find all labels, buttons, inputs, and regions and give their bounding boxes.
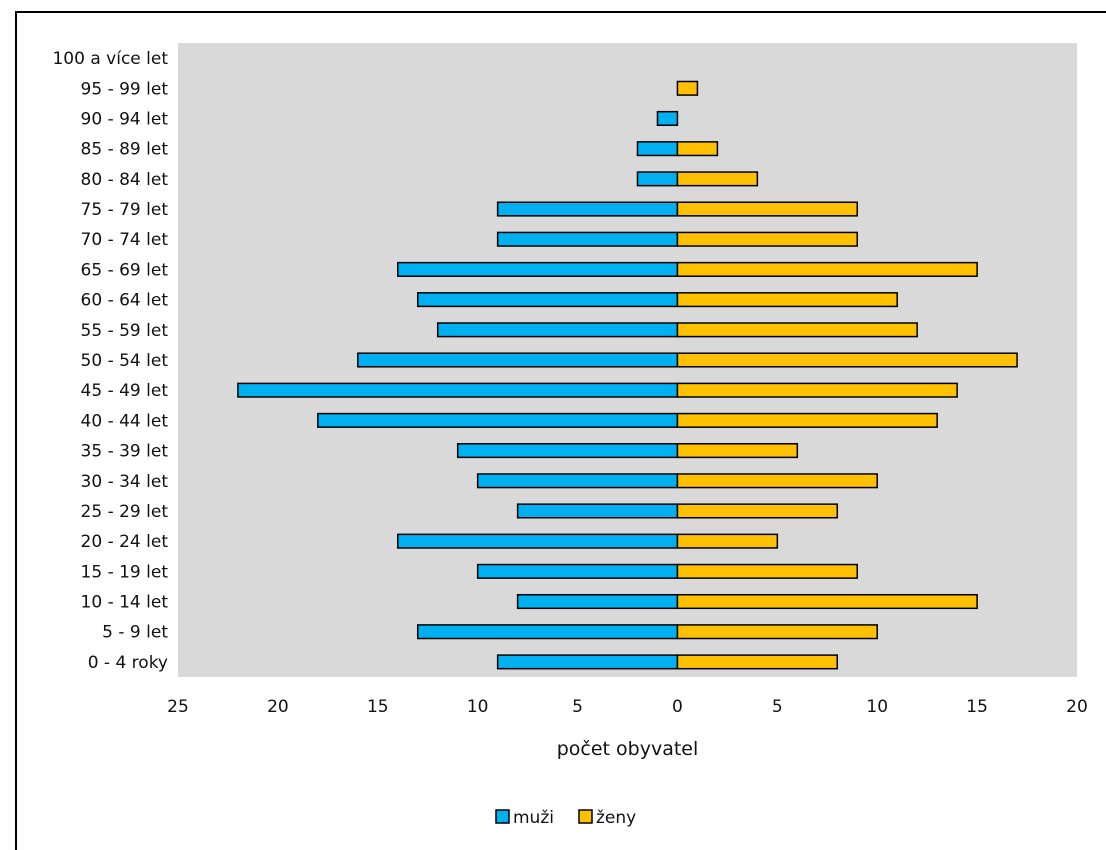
x-tick-label: 5 bbox=[772, 697, 783, 717]
bar-female-8 bbox=[676, 412, 938, 428]
category-label: 90 - 94 let bbox=[81, 109, 169, 129]
category-label: 50 - 54 let bbox=[81, 351, 169, 371]
category-label: 80 - 84 let bbox=[81, 170, 169, 190]
category-label: 30 - 34 let bbox=[81, 472, 169, 492]
bar-male-1 bbox=[416, 624, 679, 640]
x-tick-labels: 25 20 15 10 5 0 5 10 15 20 bbox=[167, 697, 1088, 717]
bar-female-9 bbox=[676, 382, 958, 398]
bar-female-4 bbox=[676, 533, 779, 549]
bar-female-3 bbox=[676, 563, 858, 579]
bar-male-2 bbox=[516, 593, 679, 610]
bar-female-12 bbox=[676, 292, 898, 308]
bar-male-15 bbox=[496, 201, 679, 217]
x-tick-label: 10 bbox=[467, 697, 489, 717]
category-label: 35 - 39 let bbox=[81, 442, 169, 462]
category-label: 95 - 99 let bbox=[81, 79, 169, 99]
category-label: 55 - 59 let bbox=[81, 321, 169, 341]
bar-female-14 bbox=[676, 231, 858, 247]
bar-male-6 bbox=[476, 473, 679, 489]
bar-male-12 bbox=[416, 292, 679, 308]
legend-swatch-female bbox=[578, 809, 593, 824]
x-tick-label: 0 bbox=[672, 697, 683, 717]
legend: muži ženy bbox=[495, 808, 636, 828]
bar-male-3 bbox=[476, 563, 679, 579]
bar-male-8 bbox=[317, 412, 679, 428]
category-labels: 0 - 4 roky 5 - 9 let 10 - 14 let 15 - 19 le… bbox=[52, 49, 168, 673]
bar-female-13 bbox=[676, 261, 978, 277]
bar-female-16 bbox=[676, 171, 759, 187]
bar-male-18 bbox=[656, 110, 679, 127]
category-label: 70 - 74 let bbox=[81, 230, 169, 250]
bar-female-5 bbox=[676, 503, 839, 519]
bar-male-5 bbox=[516, 503, 679, 519]
bar-male-13 bbox=[397, 261, 679, 277]
bar-male-10 bbox=[357, 352, 679, 368]
category-label: 25 - 29 let bbox=[81, 502, 169, 522]
bar-female-1 bbox=[676, 624, 878, 640]
bar-female-7 bbox=[676, 443, 799, 459]
category-label: 40 - 44 let bbox=[81, 411, 169, 431]
x-tick-label: 10 bbox=[866, 697, 888, 717]
legend-label-female: ženy bbox=[596, 808, 636, 828]
bar-female-17 bbox=[676, 141, 719, 157]
bar-male-0 bbox=[496, 654, 679, 670]
x-tick-label: 15 bbox=[367, 697, 389, 717]
category-label: 10 - 14 let bbox=[81, 593, 169, 613]
x-tick-label: 25 bbox=[167, 697, 189, 717]
bar-female-2 bbox=[676, 593, 978, 610]
bar-male-11 bbox=[436, 322, 679, 338]
bar-male-9 bbox=[237, 382, 679, 398]
bar-male-16 bbox=[636, 171, 679, 187]
bar-female-6 bbox=[676, 473, 878, 489]
category-label: 100 a více let bbox=[52, 49, 168, 69]
category-label: 0 - 4 roky bbox=[88, 653, 168, 673]
bar-female-0 bbox=[676, 654, 839, 670]
bar-female-10 bbox=[676, 352, 1018, 368]
category-label: 5 - 9 let bbox=[102, 623, 168, 643]
bar-male-17 bbox=[636, 141, 679, 157]
category-label: 65 - 69 let bbox=[81, 260, 169, 280]
category-label: 85 - 89 let bbox=[81, 140, 169, 160]
category-label: 60 - 64 let bbox=[81, 291, 169, 311]
category-label: 45 - 49 let bbox=[81, 381, 169, 401]
category-label: 75 - 79 let bbox=[81, 200, 169, 220]
x-tick-label: 15 bbox=[966, 697, 988, 717]
bars-group bbox=[237, 80, 1018, 670]
bar-female-15 bbox=[676, 201, 858, 217]
bar-male-7 bbox=[456, 443, 679, 459]
x-tick-label: 20 bbox=[267, 697, 289, 717]
category-label: 15 - 19 let bbox=[81, 562, 169, 582]
bar-male-4 bbox=[397, 533, 679, 549]
x-tick-label: 20 bbox=[1066, 697, 1088, 717]
legend-swatch-male bbox=[495, 809, 510, 824]
x-axis-title: počet obyvatel bbox=[557, 738, 699, 760]
category-label: 20 - 24 let bbox=[81, 532, 169, 552]
bar-female-11 bbox=[676, 322, 918, 338]
bar-female-19 bbox=[676, 80, 699, 96]
legend-label-male: muži bbox=[513, 808, 554, 828]
x-tick-label: 5 bbox=[572, 697, 583, 717]
bar-male-14 bbox=[496, 231, 679, 247]
